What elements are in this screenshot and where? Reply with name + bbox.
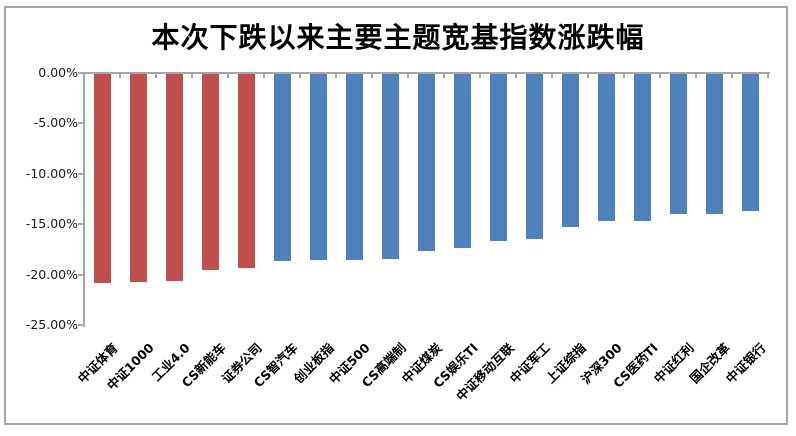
bar <box>597 74 615 222</box>
y-axis-tick <box>78 72 84 74</box>
bar <box>705 74 723 215</box>
y-axis-tick <box>78 223 84 226</box>
y-axis-tick-label: 0.00% <box>38 65 78 80</box>
bar <box>201 74 219 270</box>
x-axis-tick <box>443 74 445 78</box>
y-axis-tick <box>78 172 84 175</box>
bar <box>741 74 759 212</box>
x-axis-tick <box>263 74 265 78</box>
x-axis-tick <box>623 74 625 78</box>
bar <box>489 74 507 242</box>
bar <box>93 74 111 283</box>
y-axis-tick <box>78 324 84 326</box>
x-axis-tick <box>587 74 589 78</box>
bar <box>633 74 651 222</box>
x-axis-tick <box>119 74 121 78</box>
x-axis-tick <box>227 74 229 78</box>
y-axis-tick-label: -25.00% <box>25 317 78 332</box>
bar <box>561 74 579 228</box>
y-axis-tick-label: -10.00% <box>25 165 78 181</box>
bar <box>273 74 291 261</box>
y-axis-tick-label: -20.00% <box>25 266 78 282</box>
bar <box>417 74 435 252</box>
bar <box>453 74 471 249</box>
bar <box>129 74 147 282</box>
x-axis-tick <box>515 74 517 78</box>
x-axis-tick <box>659 74 661 78</box>
x-axis-tick <box>695 74 697 78</box>
x-axis-tick <box>407 74 409 78</box>
x-axis-tick <box>299 74 301 78</box>
x-axis-tick <box>335 74 337 78</box>
bar <box>237 74 255 268</box>
bar <box>309 74 327 260</box>
y-axis-tick <box>78 273 84 276</box>
x-axis-tick <box>479 74 481 78</box>
y-axis-tick-label: -5.00% <box>33 115 78 131</box>
y-axis-tick <box>78 122 84 125</box>
x-axis-tick <box>83 74 85 78</box>
y-axis-line <box>83 72 85 327</box>
bar <box>525 74 543 240</box>
bar <box>345 74 363 260</box>
x-axis-tick <box>731 74 733 78</box>
x-axis-tick <box>371 74 373 78</box>
bar <box>381 74 399 259</box>
x-axis-tick <box>551 74 553 78</box>
x-axis-tick <box>191 74 193 78</box>
x-axis-tick <box>155 74 157 78</box>
chart-title: 本次下跌以来主要主题宽基指数涨跌幅 <box>151 23 645 54</box>
bar <box>669 74 687 215</box>
bar <box>165 74 183 281</box>
y-axis-tick-label: -15.00% <box>25 216 78 232</box>
x-axis-line <box>83 72 770 74</box>
x-axis-tick <box>767 74 769 78</box>
